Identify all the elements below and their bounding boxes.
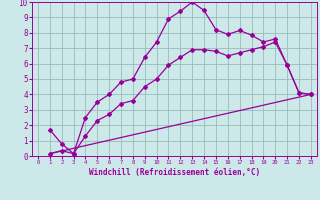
X-axis label: Windchill (Refroidissement éolien,°C): Windchill (Refroidissement éolien,°C) (89, 168, 260, 177)
